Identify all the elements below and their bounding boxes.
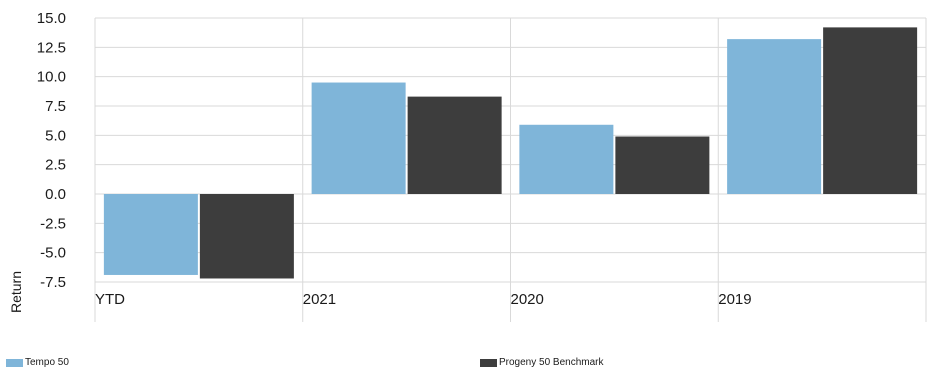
y-tick-label: 15.0 [37,10,66,27]
category-label: 2021 [303,291,336,308]
legend-item-tempo-50: Tempo 50 [6,357,69,368]
category-label: 2019 [718,291,751,308]
bar-tempo-50-2021 [311,82,406,194]
y-tick-label: 5.0 [45,127,66,144]
bar-progeny-50-benchmark-ytd [199,194,294,279]
y-tick-label: 12.5 [37,39,66,56]
legend-label-progeny-50-benchmark: Progeny 50 Benchmark [499,357,604,368]
bar-tempo-50-ytd [103,194,198,275]
legend-label-tempo-50: Tempo 50 [25,357,69,368]
y-tick-label: 10.0 [37,69,66,86]
y-tick-label: 2.5 [45,157,66,174]
category-label: 2020 [511,291,544,308]
gridlines [94,17,927,322]
legend-swatch-tempo-50 [6,358,23,367]
legend-item-progeny-50-benchmark: Progeny 50 Benchmark [480,357,604,368]
category-label: YTD [95,291,125,308]
y-tick-label: 7.5 [45,98,66,115]
category-labels: YTD 2021 2020 2019 [95,291,752,308]
y-tick-label: 0.0 [45,186,66,203]
y-tick-labels: 15.0 12.5 10.0 7.5 5.0 2.5 0.0 -2.5 -5.0 -7.5 [37,10,66,291]
y-tick-label: -7.5 [40,274,66,291]
bar-progeny-50-benchmark-2020 [615,136,710,194]
legend-swatch-progeny-50-benchmark [480,358,497,367]
bar-progeny-50-benchmark-2021 [407,96,502,194]
y-tick-label: -5.0 [40,245,66,262]
bar-tempo-50-2020 [519,124,614,194]
y-axis-label: Return [8,271,24,313]
y-tick-label: -2.5 [40,215,66,232]
bars [103,27,918,279]
bar-progeny-50-benchmark-2019 [823,27,918,194]
bar-tempo-50-2019 [727,39,822,195]
